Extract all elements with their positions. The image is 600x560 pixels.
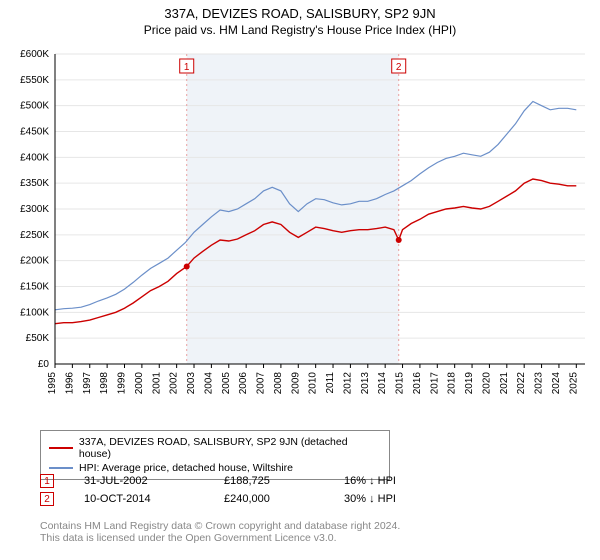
series-point-marker	[396, 237, 402, 243]
y-tick-label: £450K	[20, 127, 49, 138]
event-marker-number: 2	[396, 62, 402, 73]
chart-title: 337A, DEVIZES ROAD, SALISBURY, SP2 9JN	[0, 0, 600, 21]
chart-subtitle: Price paid vs. HM Land Registry's House …	[0, 21, 600, 37]
footer-line-1: Contains HM Land Registry data © Crown c…	[40, 520, 400, 532]
y-tick-label: £500K	[20, 101, 49, 112]
x-tick-label: 2009	[290, 372, 301, 395]
legend-row: 337A, DEVIZES ROAD, SALISBURY, SP2 9JN (…	[49, 435, 381, 461]
x-tick-label: 2019	[464, 372, 475, 395]
y-tick-label: £100K	[20, 307, 49, 318]
x-tick-label: 2013	[360, 372, 371, 395]
event-date: 10-OCT-2014	[84, 493, 194, 505]
y-tick-label: £300K	[20, 204, 49, 215]
footer-line-2: This data is licensed under the Open Gov…	[40, 532, 400, 544]
chart-container: 337A, DEVIZES ROAD, SALISBURY, SP2 9JN P…	[0, 0, 600, 560]
x-tick-label: 2011	[325, 372, 336, 394]
chart-plot-area: £0 £50K £100K £150K £200K £250K £300K £350K £400…	[0, 44, 600, 424]
x-tick-label: 2015	[395, 372, 406, 395]
x-tick-label: 1996	[64, 372, 75, 395]
y-tick-label: £50K	[26, 333, 50, 344]
x-tick-label: 2000	[134, 372, 145, 395]
x-tick-label: 1995	[47, 372, 58, 395]
event-delta: 30% ↓ HPI	[344, 493, 396, 505]
event-marker: 2	[40, 492, 54, 506]
y-tick-label: £250K	[20, 230, 49, 241]
chart-svg: £0 £50K £100K £150K £200K £250K £300K £350K £400…	[0, 44, 600, 424]
legend-label: 337A, DEVIZES ROAD, SALISBURY, SP2 9JN (…	[79, 436, 381, 460]
x-tick-label: 2004	[203, 372, 214, 395]
series-point-marker	[184, 263, 190, 269]
legend-swatch	[49, 447, 73, 449]
x-tick-label: 2001	[151, 372, 162, 395]
footer-text: Contains HM Land Registry data © Crown c…	[40, 520, 400, 544]
event-marker: 1	[40, 474, 54, 488]
y-tick-label: £200K	[20, 256, 49, 267]
event-row: 2 10-OCT-2014 £240,000 30% ↓ HPI	[40, 490, 396, 508]
x-tick-label: 2023	[534, 372, 545, 395]
y-tick-label: £400K	[20, 152, 49, 163]
x-tick-label: 2010	[308, 372, 319, 395]
y-tick-label: £550K	[20, 75, 49, 86]
y-tick-label: £600K	[20, 49, 49, 60]
event-row: 1 31-JUL-2002 £188,725 16% ↓ HPI	[40, 472, 396, 490]
x-tick-label: 2016	[412, 372, 423, 395]
x-tick-label: 2012	[342, 372, 353, 395]
event-date: 31-JUL-2002	[84, 475, 194, 487]
event-marker-number: 1	[184, 62, 190, 73]
x-tick-label: 2021	[499, 372, 510, 395]
x-tick-label: 2022	[516, 372, 527, 395]
x-tick-label: 2017	[429, 372, 440, 395]
y-tick-label: £350K	[20, 178, 49, 189]
x-tick-label: 1999	[117, 372, 128, 395]
x-tick-label: 2006	[238, 372, 249, 395]
x-tick-label: 2005	[221, 372, 232, 395]
x-tick-label: 1997	[82, 372, 93, 395]
x-tick-label: 2025	[568, 372, 579, 395]
x-tick-label: 2024	[551, 372, 562, 395]
events-table: 1 31-JUL-2002 £188,725 16% ↓ HPI 2 10-OCT-201…	[40, 472, 396, 508]
y-tick-label: £0	[38, 359, 50, 370]
x-tick-label: 2018	[447, 372, 458, 395]
x-tick-label: 2003	[186, 372, 197, 395]
x-tick-label: 2002	[169, 372, 180, 395]
x-tick-label: 1998	[99, 372, 110, 395]
x-tick-label: 2020	[481, 372, 492, 395]
event-price: £188,725	[224, 475, 314, 487]
event-price: £240,000	[224, 493, 314, 505]
x-tick-label: 2014	[377, 372, 388, 395]
event-delta: 16% ↓ HPI	[344, 475, 396, 487]
x-tick-label: 2007	[256, 372, 267, 395]
legend-swatch	[49, 467, 73, 469]
x-tick-label: 2008	[273, 372, 284, 395]
y-tick-label: £150K	[20, 282, 49, 293]
